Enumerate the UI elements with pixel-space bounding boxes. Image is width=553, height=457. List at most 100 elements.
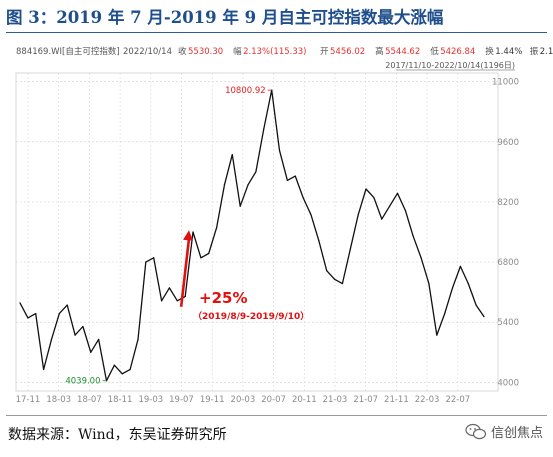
data-point: [184, 295, 186, 298]
x-tick-label: 20-11: [292, 395, 317, 405]
ticker-range: 2017/11/10-2022/10/14(1196日): [385, 61, 515, 70]
ticker-item-value: 5456.02: [330, 47, 365, 57]
ticker-item-value: 1.44%: [495, 47, 522, 57]
chart-panel: 884169.WI[自主可控指数] 2022/10/14 收 5530.30 幅 2.…: [15, 46, 553, 405]
rise-annotation-range: （2019/8/9-2019/9/10）: [193, 311, 309, 322]
data-point: [341, 282, 344, 285]
data-point: [381, 218, 383, 220]
x-tick-label: 22-03: [415, 395, 440, 405]
data-point: [58, 313, 60, 315]
y-tick-label: 6800: [497, 258, 519, 268]
ticker-item-label: 振: [530, 46, 539, 57]
data-point: [412, 235, 414, 237]
wechat-icon: [465, 423, 487, 439]
data-point: [216, 227, 218, 229]
y-axis-ticks: 4000 5400 6800 8200 9600 11000: [492, 78, 519, 389]
data-point: [113, 364, 115, 366]
figure-title: 图 3：2019 年 7 月-2019 年 9 月自主可控指数最大涨幅: [6, 8, 444, 27]
data-point: [137, 338, 139, 341]
y-tick-label: 5400: [497, 318, 519, 328]
x-tick-label: 22-07: [445, 395, 470, 405]
data-point: [145, 261, 147, 263]
data-point: [192, 231, 194, 233]
data-point: [483, 316, 485, 318]
data-point: [365, 188, 367, 190]
data-point: [27, 317, 29, 319]
data-point: [428, 282, 430, 285]
ticker-item-value: 2.13%(115.33): [243, 47, 306, 57]
y-tick-label: 11000: [492, 78, 519, 88]
x-tick-label: 18-07: [77, 395, 102, 405]
rise-annotation-main: +25%: [199, 289, 247, 307]
data-point: [168, 287, 171, 289]
data-point: [200, 257, 202, 259]
data-point: [82, 325, 84, 328]
data-point: [66, 304, 68, 306]
data-point: [98, 338, 100, 341]
ticker-item-value: 2.18%: [540, 47, 553, 57]
x-tick-label: 19-03: [138, 395, 163, 405]
x-tick-label: 18-11: [108, 395, 133, 405]
data-point: [357, 214, 359, 216]
source-note: 数据来源：Wind，东吴证券研究所: [8, 427, 227, 443]
data-point: [160, 300, 163, 302]
y-tick-label: 9600: [497, 138, 519, 148]
data-point: [231, 154, 233, 156]
data-point: [396, 192, 399, 194]
x-tick-label: 18-03: [46, 395, 71, 405]
x-tick-label: 17-11: [16, 395, 41, 405]
ticker-item-label: 开: [320, 47, 329, 57]
data-point: [444, 313, 446, 315]
data-point: [129, 368, 131, 371]
ticker-item-value: 5530.30: [188, 47, 223, 57]
watermark-text: 信创焦点: [490, 426, 543, 441]
data-point: [404, 209, 406, 212]
data-point: [318, 239, 320, 242]
series-line-index: [19, 89, 485, 382]
x-tick-label: 19-11: [200, 395, 225, 405]
data-point: [326, 270, 328, 272]
min-label: 4039.00: [65, 377, 100, 387]
y-tick-label: 4000: [497, 378, 519, 388]
data-point: [467, 282, 469, 285]
x-tick-label: 20-03: [231, 395, 256, 405]
footer-rule: [6, 415, 547, 416]
data-point: [451, 287, 454, 289]
data-point: [302, 197, 304, 199]
ticker-item-value: 5426.84: [440, 47, 475, 57]
data-point: [286, 179, 288, 182]
x-tick-label: 21-03: [323, 395, 348, 405]
data-point: [349, 248, 351, 250]
data-point: [373, 197, 375, 199]
data-point: [278, 149, 281, 151]
rise-arrow-head: [183, 230, 193, 241]
data-point: [310, 214, 312, 216]
ticker-item-label: 幅: [233, 46, 242, 57]
data-point: [239, 205, 241, 207]
y-tick-label: 8200: [497, 198, 519, 208]
plot-frame: [15, 72, 499, 392]
ticker-item-label: 换: [485, 46, 494, 57]
data-point: [223, 184, 226, 186]
rise-arrow-shaft: [179, 238, 191, 307]
ticker-code: 884169.WI[自主可控指数]: [16, 46, 120, 57]
data-point: [19, 302, 21, 304]
title-rule: [6, 32, 547, 33]
max-label: 10800.92: [225, 86, 266, 96]
x-tick-label: 21-07: [353, 395, 378, 405]
data-point: [294, 175, 296, 177]
ticker-bar: 884169.WI[自主可控指数] 2022/10/14 收 5530.30 幅 2.…: [16, 46, 553, 71]
x-tick-label: 21-11: [384, 395, 409, 405]
ticker-item-label: 高: [375, 46, 384, 57]
data-point: [247, 184, 249, 186]
data-point: [208, 252, 210, 255]
ticker-item-label: 收: [178, 46, 187, 57]
data-point: [153, 257, 155, 259]
x-axis-ticks: 17-11 18-03 18-07 18-11 19-03 19-07 19-11 20-03…: [16, 395, 471, 405]
data-point: [436, 334, 438, 336]
data-point: [35, 313, 37, 315]
x-tick-label: 20-07: [261, 395, 286, 405]
data-point: [90, 351, 92, 353]
watermark: 信创焦点: [465, 422, 543, 441]
ticker-date: 2022/10/14: [123, 47, 172, 57]
